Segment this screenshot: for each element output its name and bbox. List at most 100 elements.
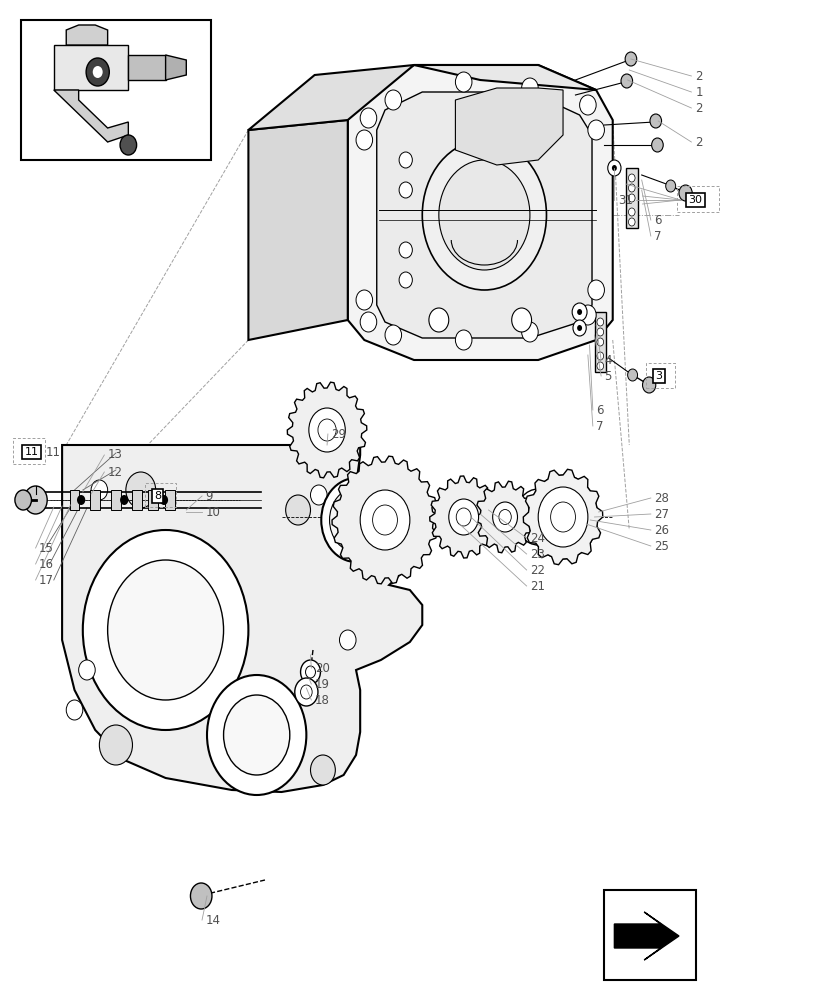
Circle shape (587, 120, 604, 140)
Text: 5: 5 (604, 369, 611, 382)
Circle shape (360, 312, 376, 332)
Text: 6: 6 (653, 214, 661, 227)
Text: 13: 13 (108, 448, 122, 462)
Text: 1: 1 (695, 86, 702, 99)
Circle shape (448, 499, 478, 535)
Text: 18: 18 (314, 694, 329, 706)
Circle shape (523, 499, 552, 535)
Circle shape (642, 377, 655, 393)
Circle shape (305, 666, 315, 678)
Circle shape (628, 184, 634, 192)
Text: 29: 29 (331, 428, 346, 440)
Text: 6: 6 (595, 403, 603, 416)
Text: 31: 31 (617, 194, 632, 207)
Polygon shape (248, 65, 414, 130)
Circle shape (356, 290, 372, 310)
Circle shape (534, 483, 590, 551)
Circle shape (310, 485, 327, 505)
Circle shape (596, 338, 603, 346)
Text: 10: 10 (205, 506, 220, 518)
Text: 12: 12 (108, 466, 122, 479)
Polygon shape (594, 312, 605, 372)
Text: 2: 2 (695, 102, 702, 114)
Circle shape (77, 495, 85, 505)
Circle shape (300, 685, 312, 699)
Polygon shape (248, 120, 347, 340)
Text: 17: 17 (39, 574, 54, 586)
Bar (604, 890, 695, 980)
Text: 2: 2 (695, 135, 702, 148)
Circle shape (93, 66, 103, 78)
Circle shape (294, 678, 318, 706)
Text: 4: 4 (604, 354, 611, 366)
Polygon shape (332, 456, 437, 584)
Bar (21, 20, 211, 160)
Circle shape (455, 72, 471, 92)
Bar (645, 363, 674, 388)
Circle shape (356, 130, 372, 150)
Text: 21: 21 (529, 580, 544, 592)
Circle shape (207, 675, 306, 795)
Circle shape (543, 493, 582, 541)
Polygon shape (625, 168, 637, 228)
Text: 27: 27 (653, 508, 668, 520)
Circle shape (399, 242, 412, 258)
Circle shape (99, 725, 132, 765)
Text: 3: 3 (655, 371, 662, 381)
Circle shape (579, 95, 595, 115)
Circle shape (120, 495, 128, 505)
Text: 2: 2 (695, 70, 702, 83)
Circle shape (596, 318, 603, 326)
Circle shape (538, 487, 587, 547)
Circle shape (15, 490, 31, 510)
Circle shape (329, 488, 382, 552)
Circle shape (579, 305, 595, 325)
Text: 14: 14 (205, 914, 220, 926)
Bar (131, 490, 141, 510)
Circle shape (587, 280, 604, 300)
Polygon shape (287, 382, 366, 478)
Text: 20: 20 (314, 662, 329, 674)
Polygon shape (54, 45, 128, 90)
Polygon shape (128, 55, 165, 80)
Circle shape (372, 505, 397, 535)
Text: 25: 25 (653, 540, 668, 552)
Polygon shape (429, 476, 497, 558)
Circle shape (126, 472, 155, 508)
Text: 11: 11 (45, 446, 60, 458)
Polygon shape (455, 88, 562, 165)
Polygon shape (614, 912, 678, 960)
Circle shape (627, 369, 637, 381)
Polygon shape (165, 55, 186, 80)
Circle shape (318, 419, 336, 441)
Bar (165, 490, 174, 510)
Polygon shape (523, 469, 602, 565)
Circle shape (628, 194, 634, 202)
Circle shape (628, 218, 634, 226)
Circle shape (24, 486, 47, 514)
Circle shape (514, 489, 561, 545)
Circle shape (160, 495, 168, 505)
Bar (148, 490, 158, 510)
Circle shape (321, 478, 390, 562)
Circle shape (550, 502, 575, 532)
Circle shape (521, 322, 538, 342)
Circle shape (86, 58, 109, 86)
Circle shape (498, 510, 511, 524)
Circle shape (528, 475, 597, 559)
Bar (69, 490, 79, 510)
Circle shape (360, 490, 409, 550)
Circle shape (571, 303, 586, 321)
Circle shape (399, 152, 412, 168)
Circle shape (455, 330, 471, 350)
Circle shape (91, 480, 108, 500)
Text: 9: 9 (205, 489, 213, 502)
Circle shape (649, 114, 661, 128)
Circle shape (665, 180, 675, 192)
Circle shape (628, 174, 634, 182)
Circle shape (428, 308, 448, 332)
Bar (13, 438, 45, 464)
Polygon shape (62, 445, 422, 792)
Text: 24: 24 (529, 532, 544, 544)
Circle shape (521, 78, 538, 98)
